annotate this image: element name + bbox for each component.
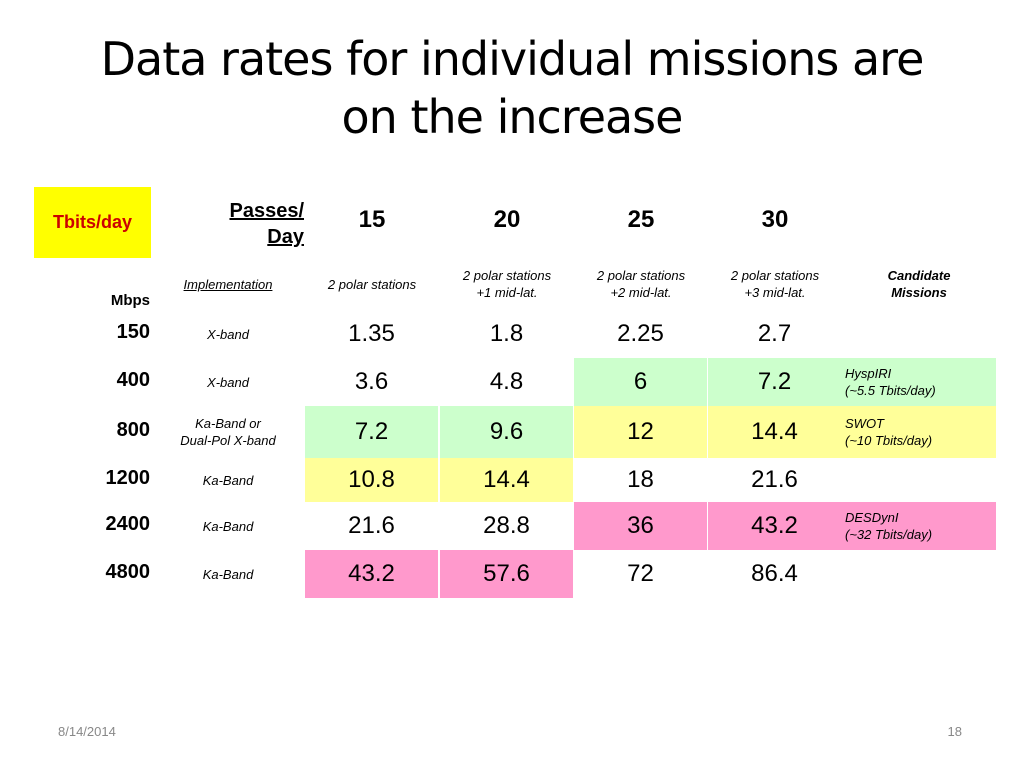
slide-title-line-1: Data rates for individual missions are xyxy=(100,32,925,86)
implementation-header: Implementation xyxy=(160,276,296,293)
data-rate-cell: 2.7 xyxy=(757,320,792,347)
slide-title: Data rates for individual missions are o… xyxy=(0,30,1024,146)
data-rate-cell: 57.6 xyxy=(440,550,573,598)
data-rate-cell: 12 xyxy=(574,406,707,458)
stations-line: 2 polar stations xyxy=(596,268,686,283)
row-mbps-label: 1200 xyxy=(105,467,151,489)
row-implementation: X-band xyxy=(160,326,296,343)
implementation-header-label: Implementation xyxy=(183,277,273,292)
stations-line: 2 polar stations xyxy=(327,277,417,292)
implementation-text: Ka-Band xyxy=(202,566,254,582)
row-mbps-label: 4800 xyxy=(105,561,151,583)
column-header-passes: 25 xyxy=(627,206,655,233)
mission-text: (~32 Tbits/day) xyxy=(845,527,933,542)
data-rate-cell: 18 xyxy=(627,466,654,493)
data-rate-cell: 7.2 xyxy=(305,406,438,458)
data-rate-cell: 21.6 xyxy=(751,466,798,493)
row-mbps-label: 2400 xyxy=(105,513,151,535)
column-header-passes: 15 xyxy=(358,206,386,233)
page-number: 18 xyxy=(947,724,962,739)
data-rate-cell: 14.4 xyxy=(708,406,841,458)
implementation-text: X-band xyxy=(207,326,249,342)
data-rate-cell: 6 xyxy=(574,358,707,406)
data-rate-cell: 1.35 xyxy=(348,320,395,347)
row-implementation: X-band xyxy=(160,374,296,391)
row-implementation: Ka-Band xyxy=(160,566,296,583)
stations-line: 2 polar stations xyxy=(462,268,552,283)
row-mbps-label: 400 xyxy=(116,369,150,391)
candidate-mission-cell: DESDynI (~32 Tbits/day) xyxy=(841,502,996,550)
stations-header: 2 polar stations +1 mid-lat. xyxy=(440,267,574,301)
data-rate-cell: 4.8 xyxy=(489,368,524,395)
stations-line: +3 mid-lat. xyxy=(744,285,806,300)
column-header-passes: 20 xyxy=(493,206,521,233)
column-header-passes: 30 xyxy=(761,206,789,233)
stations-header: 2 polar stations +2 mid-lat. xyxy=(574,267,708,301)
stations-line: +1 mid-lat. xyxy=(476,285,538,300)
mission-text: DESDynI xyxy=(845,510,899,525)
footer-date: 8/14/2014 xyxy=(58,724,116,739)
candidate-missions-line-1: Candidate xyxy=(887,268,951,283)
slide-title-line-2: on the increase xyxy=(341,90,684,144)
stations-line: 2 polar stations xyxy=(730,268,820,283)
data-rate-cell: 1.8 xyxy=(489,320,524,347)
data-rate-cell: 9.6 xyxy=(440,406,573,458)
mission-text: (~10 Tbits/day) xyxy=(845,433,933,448)
passes-per-day-label: Passes/ Day xyxy=(160,198,304,250)
candidate-mission-cell xyxy=(841,310,996,358)
data-rate-cell: 43.2 xyxy=(305,550,438,598)
passes-label-line-1: Passes/ xyxy=(229,200,304,222)
row-implementation: Ka-Band xyxy=(160,472,296,489)
stations-header: 2 polar stations xyxy=(305,276,439,293)
data-rate-cell: 14.4 xyxy=(440,458,573,502)
stations-header: 2 polar stations +3 mid-lat. xyxy=(708,267,842,301)
candidate-mission-cell xyxy=(841,458,996,502)
data-rate-cell: 21.6 xyxy=(348,512,395,539)
candidate-missions-header: Candidate Missions xyxy=(842,267,996,301)
data-rate-cell: 3.6 xyxy=(354,368,389,395)
tbits-per-day-label: Tbits/day xyxy=(34,187,151,258)
row-implementation: Ka-Band xyxy=(160,518,296,535)
data-rate-cell: 7.2 xyxy=(708,358,841,406)
implementation-text: Ka-Band xyxy=(202,472,254,488)
data-rate-cell: 2.25 xyxy=(617,320,664,347)
candidate-mission-cell: SWOT (~10 Tbits/day) xyxy=(841,406,996,458)
data-rate-cell: 72 xyxy=(627,560,654,587)
stations-line: +2 mid-lat. xyxy=(610,285,672,300)
candidate-mission-cell xyxy=(841,550,996,598)
row-mbps-label: 150 xyxy=(116,321,150,343)
mission-text: SWOT xyxy=(845,416,884,431)
implementation-text: Dual-Pol X-band xyxy=(180,433,276,448)
data-rate-cell: 10.8 xyxy=(305,458,438,502)
passes-label-line-2: Day xyxy=(267,226,304,248)
data-rate-cell: 86.4 xyxy=(751,560,798,587)
mission-text: HyspIRI xyxy=(845,366,892,381)
data-rate-cell: 28.8 xyxy=(483,512,530,539)
mission-text: (~5.5 Tbits/day) xyxy=(845,383,936,398)
data-rate-cell: 36 xyxy=(574,502,707,550)
data-rate-cell: 43.2 xyxy=(708,502,841,550)
implementation-text: Ka-Band xyxy=(202,518,254,534)
candidate-missions-line-2: Missions xyxy=(891,285,947,300)
mbps-label: Mbps xyxy=(110,292,150,309)
row-implementation: Ka-Band or Dual-Pol X-band xyxy=(160,415,296,449)
implementation-text: Ka-Band or xyxy=(195,416,261,431)
implementation-text: X-band xyxy=(207,374,249,390)
row-mbps-label: 800 xyxy=(116,419,150,441)
candidate-mission-cell: HyspIRI (~5.5 Tbits/day) xyxy=(841,358,996,406)
